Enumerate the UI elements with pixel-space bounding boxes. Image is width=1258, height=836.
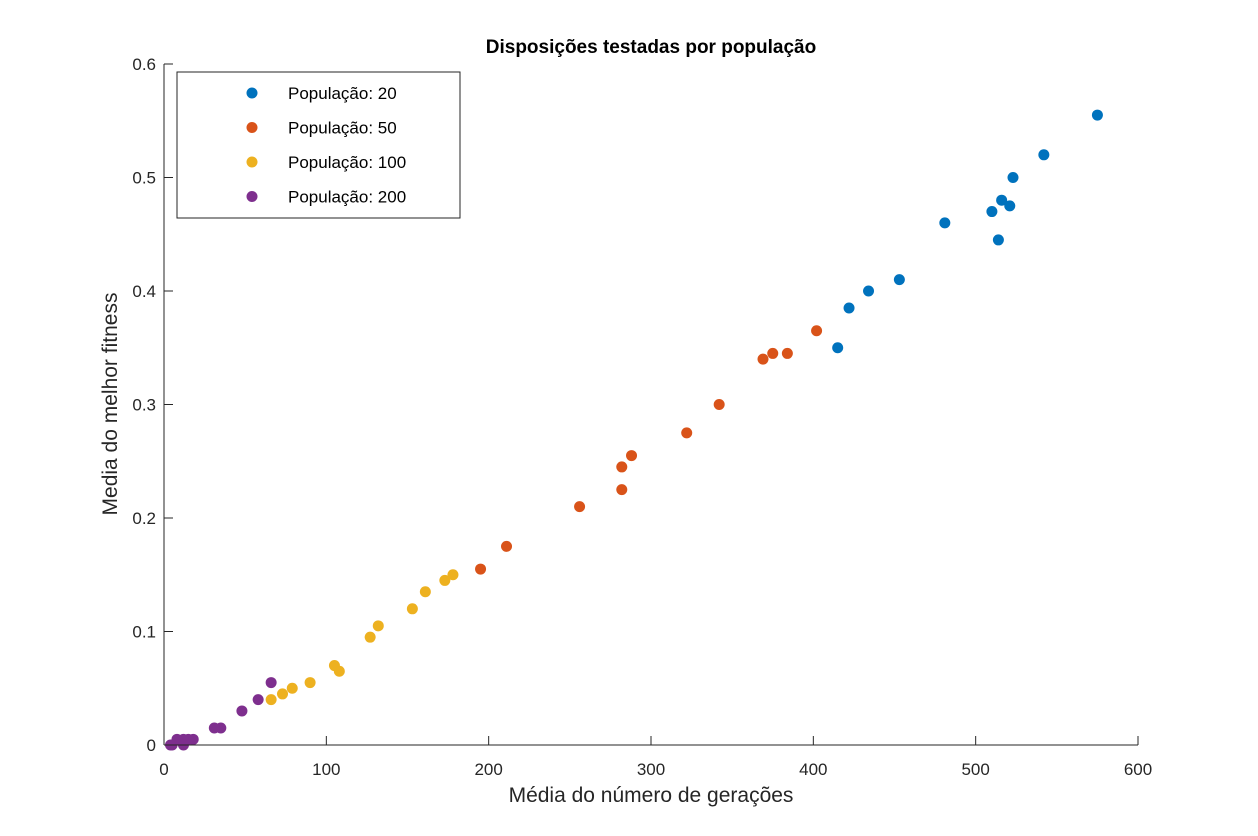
data-point <box>767 347 779 359</box>
data-point <box>1007 172 1019 183</box>
x-tick-label: 400 <box>799 760 827 779</box>
y-tick-label: 0.5 <box>132 169 156 188</box>
legend-items: População: 20 População: 50 População: 100… <box>246 84 406 207</box>
x-tick-label: 200 <box>474 760 502 779</box>
data-point <box>626 450 638 462</box>
data-point <box>265 677 277 689</box>
y-tick-label: 0 <box>147 736 156 755</box>
data-point <box>811 325 823 337</box>
x-tick-label: 500 <box>961 760 989 779</box>
data-point <box>893 274 905 286</box>
data-point <box>616 461 628 473</box>
data-point <box>419 586 431 598</box>
data-point <box>208 722 220 734</box>
data-point <box>265 694 277 706</box>
y-tick-label: 0.6 <box>132 55 156 74</box>
data-point <box>372 620 384 632</box>
x-axis-label: Média do número de gerações <box>509 784 794 807</box>
data-point <box>996 194 1008 206</box>
y-tick-label: 0.3 <box>132 396 156 415</box>
legend-marker <box>246 122 258 133</box>
data-point <box>863 285 875 297</box>
legend: População: 20 População: 50 População: 100… <box>176 71 461 219</box>
x-tick-label: 300 <box>637 760 665 779</box>
data-point <box>986 206 998 218</box>
data-point <box>574 501 586 513</box>
legend-box <box>176 71 461 219</box>
legend-marker <box>246 191 258 202</box>
x-axis-ticks: 0 100 200 300 400 500 600 <box>159 736 1152 779</box>
data-point <box>1091 109 1103 121</box>
x-tick-label: 0 <box>159 760 168 779</box>
data-point <box>475 563 487 575</box>
data-point <box>992 234 1004 246</box>
legend-label: População: 100 <box>288 153 406 172</box>
data-point <box>713 399 725 410</box>
data-point <box>236 705 248 717</box>
data-points <box>164 109 1103 751</box>
data-point <box>304 677 316 689</box>
data-point <box>333 665 345 677</box>
data-point <box>757 353 769 365</box>
data-point <box>616 484 628 496</box>
legend-label: População: 50 <box>288 119 397 138</box>
data-point <box>406 603 418 615</box>
data-point <box>364 631 376 643</box>
legend-label: População: 200 <box>288 188 406 207</box>
data-point <box>447 569 459 581</box>
x-tick-label: 100 <box>312 760 340 779</box>
y-axis-ticks: 0 0.1 0.2 0.3 0.4 0.5 0.6 <box>132 55 173 755</box>
y-axis-label: Media do melhor fitness <box>99 293 122 516</box>
y-tick-label: 0.1 <box>132 623 156 642</box>
data-point <box>1038 149 1050 161</box>
legend-marker <box>246 156 258 168</box>
data-point <box>1004 200 1016 212</box>
data-point <box>277 688 289 700</box>
chart-title: Disposições testadas por população <box>486 37 816 58</box>
y-tick-label: 0.4 <box>132 282 156 301</box>
legend-label: População: 20 <box>288 84 397 103</box>
data-point <box>939 217 951 229</box>
data-point <box>832 342 844 354</box>
data-point <box>781 347 793 359</box>
data-point <box>286 682 298 694</box>
data-point <box>252 694 264 706</box>
data-point <box>843 302 855 314</box>
y-tick-label: 0.2 <box>132 509 156 528</box>
data-point <box>681 427 693 439</box>
data-point <box>501 540 513 552</box>
data-point <box>439 574 451 586</box>
x-tick-label: 600 <box>1124 760 1152 779</box>
legend-marker <box>246 87 258 99</box>
